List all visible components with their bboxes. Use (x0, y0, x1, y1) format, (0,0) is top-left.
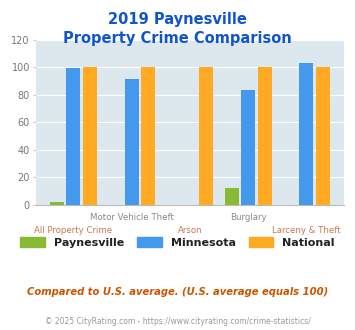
Bar (50, 202, 64, 205)
Bar (199, 67, 213, 205)
Text: All Property Crime: All Property Crime (34, 226, 113, 235)
Text: Burglary: Burglary (230, 213, 267, 222)
Bar (125, 80, 139, 205)
Text: Compared to U.S. average. (U.S. average equals 100): Compared to U.S. average. (U.S. average … (27, 287, 328, 297)
Text: Motor Vehicle Theft: Motor Vehicle Theft (90, 213, 174, 222)
Bar (141, 67, 155, 205)
Legend: Paynesville, Minnesota, National: Paynesville, Minnesota, National (18, 235, 337, 250)
Text: Larceny & Theft: Larceny & Theft (272, 226, 341, 235)
Text: © 2025 CityRating.com - https://www.cityrating.com/crime-statistics/: © 2025 CityRating.com - https://www.city… (45, 317, 310, 326)
Bar (83, 67, 97, 205)
Bar (241, 90, 255, 205)
Bar (225, 188, 239, 205)
Bar (300, 63, 313, 205)
Text: Property Crime Comparison: Property Crime Comparison (63, 31, 292, 46)
Bar (66, 69, 80, 205)
Bar (316, 67, 330, 205)
Text: 2019 Paynesville: 2019 Paynesville (108, 12, 247, 26)
Bar (257, 67, 272, 205)
Text: Arson: Arson (178, 226, 202, 235)
